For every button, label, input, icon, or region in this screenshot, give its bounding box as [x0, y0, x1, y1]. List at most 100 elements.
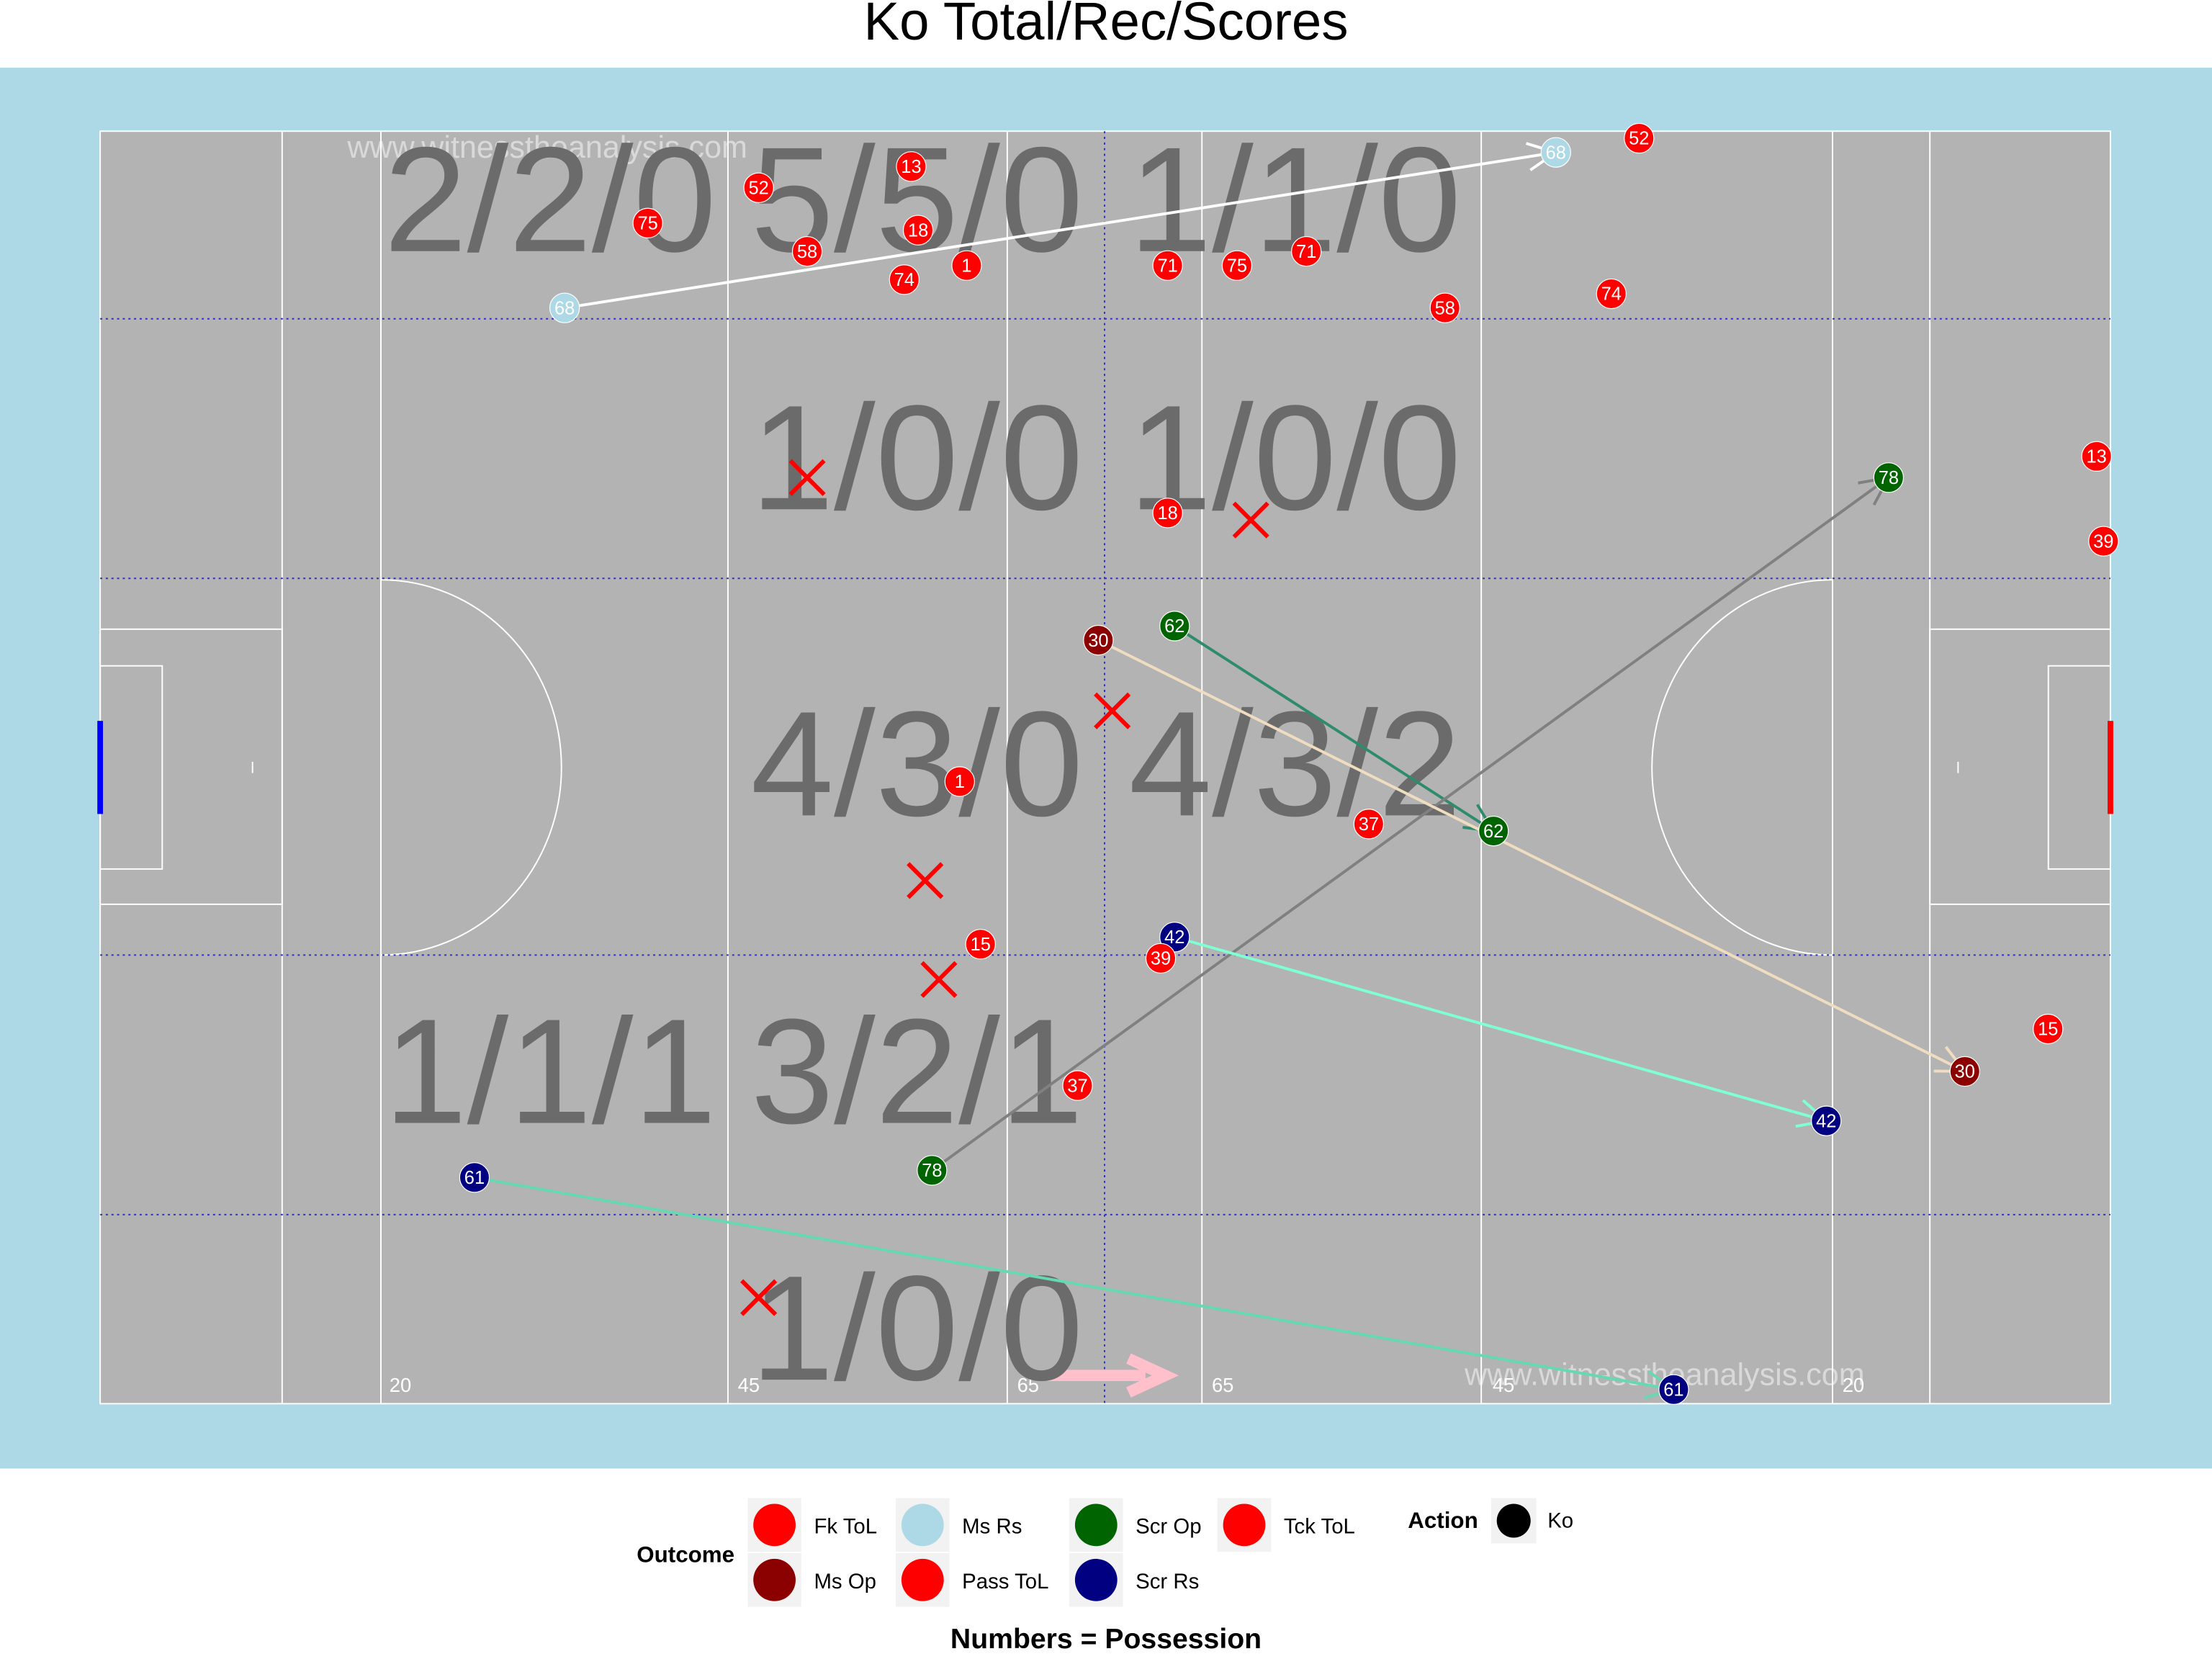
point-label: 18 — [1158, 503, 1178, 523]
pitch-label: 65 — [1212, 1374, 1233, 1396]
point — [549, 292, 580, 323]
point — [1145, 943, 1177, 974]
point — [902, 215, 934, 246]
legend-swatch — [753, 1558, 796, 1601]
point — [1159, 922, 1190, 953]
zone-label: 1/0/0 — [751, 374, 1084, 541]
point — [1624, 122, 1655, 154]
zone-label: 4/3/2 — [1129, 680, 1462, 848]
point-label: 42 — [1164, 927, 1184, 948]
point-label: 68 — [554, 298, 575, 318]
point — [2081, 441, 2112, 472]
point-label: 68 — [1546, 143, 1566, 163]
point-label: 52 — [1629, 129, 1649, 149]
point — [1658, 1374, 1689, 1405]
point — [889, 264, 920, 295]
legend-swatch — [1074, 1558, 1118, 1601]
point-label: 61 — [1663, 1380, 1683, 1400]
point — [1811, 1105, 1842, 1136]
point — [1152, 250, 1183, 281]
point-label: 1 — [955, 772, 965, 792]
pitch-label: 45 — [1493, 1374, 1514, 1396]
point — [459, 1162, 490, 1193]
zone-label: 1/1/1 — [384, 989, 716, 1156]
pitch-label: 45 — [738, 1374, 760, 1396]
zone-label: 2/2/0 — [384, 117, 716, 284]
point — [2088, 526, 2119, 557]
legend-label: Scr Op — [1136, 1515, 1201, 1539]
point-label: 62 — [1483, 822, 1503, 842]
zone-lines — [100, 131, 2110, 1404]
point-label: 74 — [1601, 284, 1622, 305]
point-label: 37 — [1359, 814, 1379, 835]
point-label: 58 — [1435, 298, 1455, 318]
point — [951, 250, 982, 281]
point-label: 1 — [961, 256, 971, 276]
point-label: 74 — [894, 270, 914, 290]
legend-label: Pass ToL — [962, 1570, 1048, 1593]
legend-swatch — [753, 1503, 796, 1547]
pitch — [97, 130, 2113, 1405]
point-label: 30 — [1955, 1062, 1975, 1082]
point-label: 78 — [1879, 468, 1899, 488]
point — [965, 929, 996, 960]
legend-swatch — [1074, 1503, 1118, 1547]
point-label: 13 — [901, 157, 921, 177]
cross — [1094, 692, 1131, 729]
point — [1540, 137, 1571, 168]
cross — [1232, 501, 1269, 539]
point — [1873, 462, 1905, 493]
point — [743, 172, 774, 203]
point — [2033, 1013, 2064, 1045]
point-label: 18 — [908, 220, 928, 240]
point — [632, 207, 663, 238]
point — [917, 1155, 948, 1186]
legend-swatch — [1496, 1503, 1531, 1538]
point — [1159, 611, 1190, 642]
point-label: 42 — [1816, 1111, 1836, 1131]
caption: Numbers = Possession — [950, 1624, 1262, 1655]
goal-right — [2108, 721, 2113, 814]
legend-label: Ms Op — [814, 1570, 876, 1593]
point-label: 71 — [1296, 242, 1316, 262]
zone-label: 1/0/0 — [1129, 374, 1462, 541]
zone-label: 1/0/0 — [751, 1245, 1084, 1412]
pitch-label: 20 — [390, 1374, 411, 1396]
point-label: 15 — [2038, 1020, 2058, 1040]
pitch-label: 65 — [1017, 1374, 1039, 1396]
pitch-label: 20 — [1843, 1374, 1864, 1396]
point — [1353, 809, 1385, 840]
cross — [740, 1279, 778, 1316]
point-label: 13 — [2087, 446, 2107, 467]
legend-label: Tck ToL — [1284, 1515, 1355, 1539]
point-label: 75 — [1227, 256, 1247, 276]
point-label: 30 — [1088, 631, 1108, 651]
point — [1596, 278, 1627, 310]
point — [1429, 292, 1460, 323]
arc — [1651, 579, 1833, 956]
point — [1478, 815, 1509, 847]
watermark: www.witnesstheanalysis.com — [346, 130, 747, 165]
point — [1062, 1070, 1093, 1101]
point-label: 37 — [1067, 1076, 1087, 1096]
point — [791, 235, 823, 267]
point-label: 78 — [922, 1161, 942, 1181]
legend-swatch — [1223, 1503, 1266, 1547]
point-label: 15 — [971, 935, 991, 955]
pitch-area — [99, 130, 2111, 1405]
point — [1291, 235, 1322, 267]
legend-title: Outcome — [637, 1542, 734, 1567]
point — [896, 151, 927, 182]
point — [1083, 624, 1114, 656]
point — [1221, 250, 1253, 281]
chart-title: Ko Total/Rec/Scores — [863, 0, 1348, 51]
legend-swatch — [901, 1558, 944, 1601]
legend-label: Ms Rs — [962, 1515, 1022, 1539]
point-label: 39 — [1151, 949, 1171, 969]
cross — [907, 862, 944, 899]
point-label: 39 — [2093, 531, 2113, 552]
point — [1949, 1056, 1980, 1087]
goal-left — [97, 721, 104, 814]
cross — [788, 459, 826, 496]
point — [1152, 498, 1183, 529]
